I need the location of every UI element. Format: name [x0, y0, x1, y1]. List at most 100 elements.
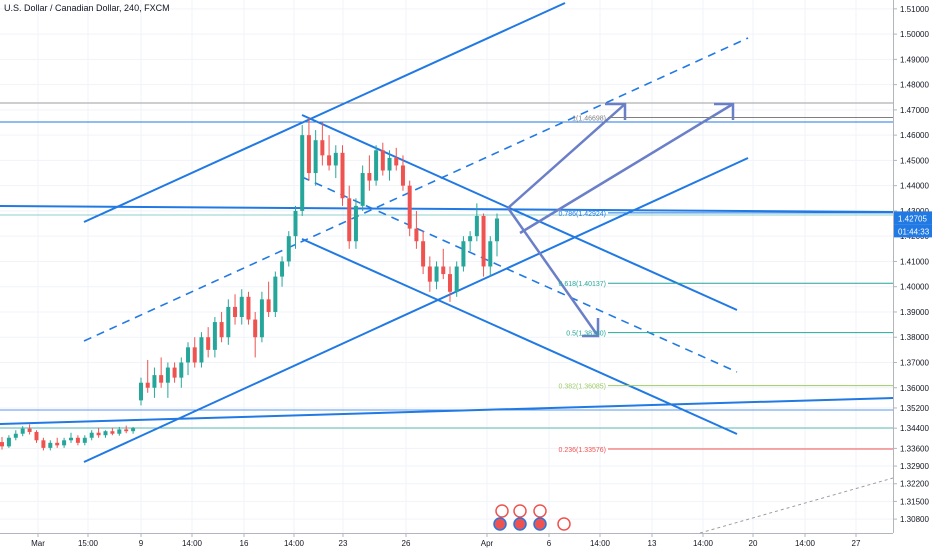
candle-body	[461, 241, 466, 267]
price-tick-label: 1.35200	[900, 404, 929, 413]
price-tick-label: 1.33600	[900, 444, 929, 453]
candle-body	[333, 152, 338, 166]
time-tick-label: 20	[749, 539, 758, 548]
candle-body	[20, 428, 25, 434]
candle-body	[62, 440, 67, 446]
candle-body	[353, 205, 358, 242]
price-tick-label: 1.41000	[900, 257, 929, 266]
price-tick-label: 1.32900	[900, 462, 929, 471]
candle-body	[320, 140, 325, 156]
event-markers[interactable]	[493, 504, 571, 531]
candle-body	[110, 431, 115, 434]
candle-body	[441, 266, 446, 275]
price-tick-label: 1.45000	[900, 156, 929, 165]
candle-body	[186, 347, 191, 363]
price-tick-label: 1.48000	[900, 81, 929, 90]
event-flag-ca-icon[interactable]	[533, 504, 547, 518]
time-tick-label: 14:00	[182, 539, 203, 548]
arrow-to-target-2[interactable]	[519, 102, 735, 235]
candle-body	[434, 266, 439, 282]
candle-body	[313, 140, 318, 174]
candle-body	[131, 428, 136, 432]
price-tick-label: 1.47000	[900, 106, 929, 115]
candle-body	[380, 150, 385, 171]
trendline-horizontal-lower[interactable]	[0, 397, 894, 425]
channel-lower-line[interactable]	[83, 157, 749, 463]
candle-body	[233, 306, 238, 318]
candle-body	[266, 299, 271, 312]
candle-body	[124, 429, 129, 432]
candle-body	[159, 375, 164, 383]
price-tick-label: 1.32200	[900, 480, 929, 489]
fib-level-label: 0.382(1.36085)	[559, 384, 606, 391]
candle-body	[300, 135, 305, 211]
price-tick-label: 1.46000	[900, 131, 929, 140]
candle-body	[387, 157, 392, 171]
down-channel-lower[interactable]	[301, 238, 738, 435]
candle-body	[179, 362, 184, 378]
countdown-label: 01:44:33	[898, 227, 930, 236]
candle-body	[192, 347, 197, 363]
time-tick-label: 6	[547, 539, 552, 548]
price-tick-label: 1.31500	[900, 497, 929, 506]
candle-body	[172, 367, 177, 378]
event-flag-us-icon[interactable]	[493, 517, 507, 531]
candle-body	[360, 173, 365, 206]
event-flag-ca-icon[interactable]	[513, 504, 527, 518]
candle-body	[286, 236, 291, 262]
drawings[interactable]	[0, 2, 894, 534]
chart-title: U.S. Dollar / Canadian Dollar, 240, FXCM	[4, 3, 170, 13]
time-tick-label: 27	[852, 539, 861, 548]
candle-body	[152, 375, 157, 388]
down-channel-upper[interactable]	[301, 114, 738, 311]
current-price-label: 1.42705	[898, 214, 927, 223]
arrow-to-target-1[interactable]	[507, 102, 627, 209]
candle-body	[199, 337, 204, 363]
price-tick-label: 1.49000	[900, 55, 929, 64]
fib-level-label: 0.5(1.38180)	[566, 331, 606, 338]
event-flag-ca-icon[interactable]	[495, 504, 509, 518]
candle-body	[253, 319, 258, 338]
price-tick-label: 1.30800	[900, 515, 929, 524]
arrow-down-target[interactable]	[506, 207, 600, 338]
time-tick-label: 13	[648, 539, 657, 548]
down-channel-mid-dashed[interactable]	[301, 176, 738, 373]
candle-body	[6, 437, 11, 447]
time-tick-label: Apr	[481, 539, 494, 548]
candle-body	[82, 437, 87, 443]
channel-mid-dashed[interactable]	[83, 37, 749, 342]
projection-dotted[interactable]	[699, 477, 894, 534]
candle-body	[447, 274, 452, 292]
candles	[0, 117, 499, 451]
candle-body	[75, 437, 80, 443]
event-flag-ca-icon[interactable]	[557, 517, 571, 531]
candle-body	[89, 432, 94, 438]
price-axis-border	[893, 0, 894, 533]
candle-body	[495, 218, 499, 242]
candle-body	[219, 322, 224, 338]
candle-body	[394, 157, 399, 166]
candle-body	[414, 228, 419, 242]
trendline-horizontal-main[interactable]	[0, 205, 894, 213]
price-tick-label: 1.40000	[900, 283, 929, 292]
candle-body	[103, 431, 108, 436]
time-tick-label: 14:00	[590, 539, 611, 548]
time-tick-label: 14:00	[693, 539, 714, 548]
axes: 1.51000 1.50000 1.49000 1.48000 1.47000 1.460…	[31, 5, 932, 548]
fib-level-label: 0.786(1.42924)	[559, 211, 606, 218]
channel-upper-line[interactable]	[83, 2, 566, 223]
candle-body	[306, 135, 311, 174]
price-tick-label: 1.37000	[900, 358, 929, 367]
event-flag-us-icon[interactable]	[513, 517, 527, 531]
candle-body	[48, 442, 53, 448]
candle-body	[468, 236, 473, 242]
candle-body	[41, 440, 46, 448]
candle-body	[367, 173, 372, 181]
fibonacci-levels[interactable]: 1(1.46698) 0.786(1.42924) 0.618(1.40137) 0.…	[559, 116, 893, 454]
candle-body	[474, 215, 479, 237]
time-tick-label: 23	[339, 539, 348, 548]
event-flag-us-icon[interactable]	[533, 517, 547, 531]
candle-body	[117, 429, 122, 434]
